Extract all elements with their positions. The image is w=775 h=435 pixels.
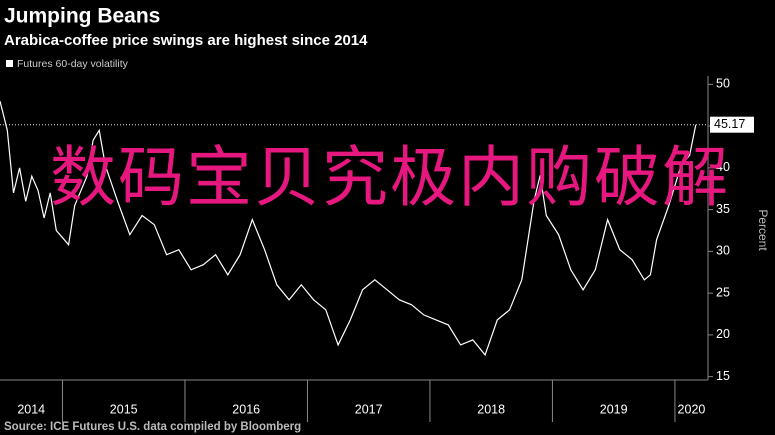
x-tick-label: 2018 — [477, 402, 505, 416]
y-tick-label: 15 — [716, 369, 730, 383]
y-tick-label: 30 — [716, 244, 730, 258]
x-tick-label: 2020 — [678, 402, 706, 416]
y-tick-label: 35 — [716, 202, 730, 216]
x-tick-label: 2016 — [232, 402, 260, 416]
y-tick-label: 25 — [716, 285, 730, 299]
last-value-box — [710, 116, 754, 133]
chart-title: Jumping Beans — [4, 5, 160, 28]
legend-swatch — [6, 60, 13, 67]
x-tick-label: 2019 — [600, 402, 628, 416]
last-value-label: 45.17 — [714, 117, 745, 131]
source: Source: ICE Futures U.S. data compiled b… — [4, 421, 301, 433]
x-tick-label: 2014 — [17, 402, 45, 416]
x-tick-label: 2015 — [110, 402, 138, 416]
y-tick-label: 20 — [716, 327, 730, 341]
line — [0, 100, 697, 357]
y-tick-label: 40 — [716, 160, 730, 174]
overlay-text: 数码宝贝究极内购破解 — [50, 139, 730, 216]
y-tick-label: 50 — [716, 77, 730, 91]
x-tick-label: 2017 — [355, 402, 383, 416]
legend-label: Futures 60-day volatility — [17, 58, 129, 70]
y-axis-label: Percent — [756, 209, 770, 251]
chart-subtitle: Arabica-coffee price swings are highest … — [4, 32, 368, 49]
